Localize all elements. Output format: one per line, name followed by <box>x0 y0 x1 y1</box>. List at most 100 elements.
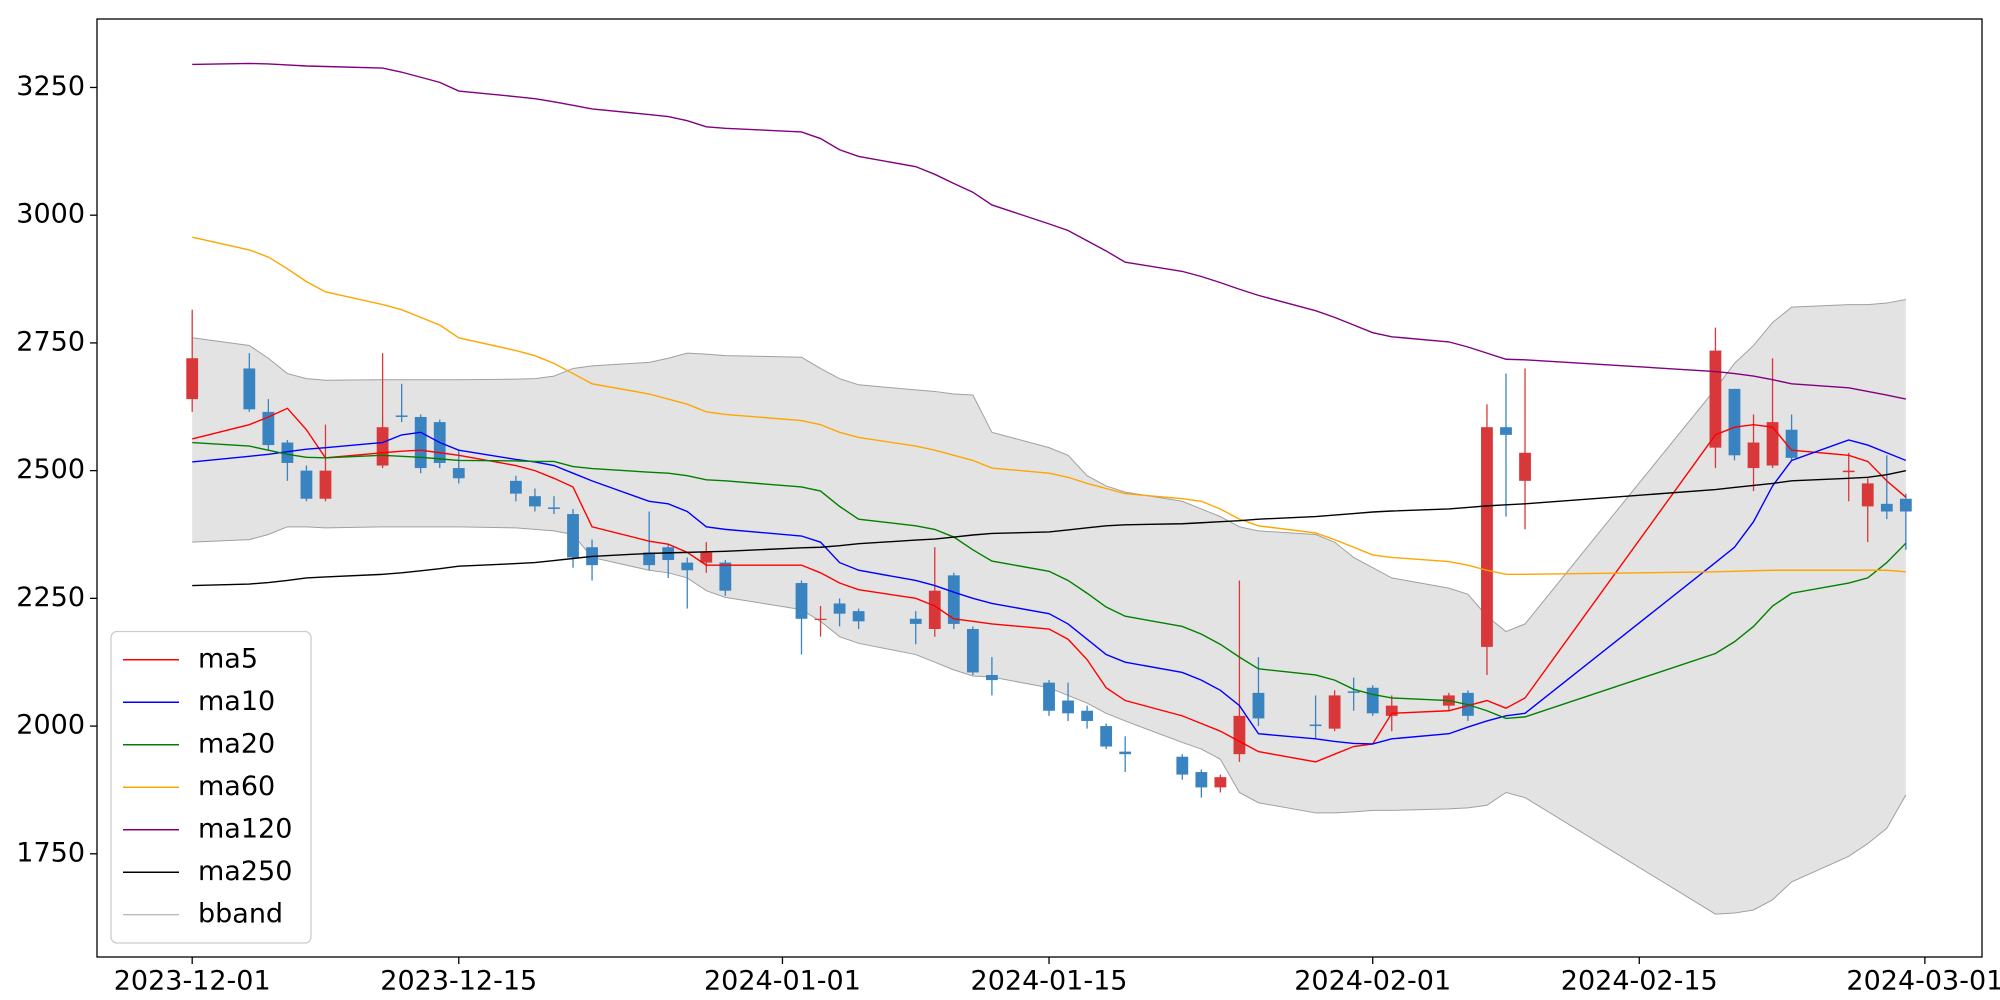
legend-label: ma120 <box>198 813 292 844</box>
candle <box>395 383 408 423</box>
legend-label: ma10 <box>198 686 275 717</box>
candle <box>300 465 313 502</box>
y-tick-label: 3250 <box>16 71 85 102</box>
candle-body <box>909 618 922 624</box>
candle-body <box>567 514 579 558</box>
candle-body <box>1861 483 1874 507</box>
candle <box>1709 327 1722 469</box>
candle-body <box>1366 687 1379 714</box>
y-tick-label: 3000 <box>16 199 85 230</box>
legend: ma5 ma10 ma20 ma60 ma120 ma250 bband <box>110 630 312 944</box>
candle-body <box>300 470 313 499</box>
plot-frame <box>96 18 1983 958</box>
candle <box>966 626 979 675</box>
candle <box>795 580 808 655</box>
legend-label: ma60 <box>198 771 275 802</box>
candle-body <box>1899 498 1912 512</box>
ma-line <box>192 407 1907 763</box>
candle <box>1366 685 1379 716</box>
candle <box>414 414 427 474</box>
candle <box>1328 690 1341 732</box>
bband-upper <box>192 298 1906 633</box>
candle-body <box>414 416 427 469</box>
y-tick-label: 2000 <box>16 710 85 741</box>
x-tick-label: 2024-01-15 <box>971 966 1128 997</box>
candle-body <box>928 590 941 630</box>
candle <box>548 496 560 515</box>
candle-body <box>1043 682 1055 711</box>
candle <box>681 557 694 609</box>
bband-fill <box>192 299 1906 915</box>
x-tick-label: 2023-12-15 <box>380 966 537 997</box>
candle <box>719 560 732 596</box>
legend-label: ma250 <box>198 856 292 887</box>
x-tick-label: 2024-03-01 <box>1846 966 2000 997</box>
candle <box>1500 373 1512 517</box>
candle <box>1195 769 1208 798</box>
candle <box>1100 723 1113 750</box>
candle <box>1766 358 1779 469</box>
candle-body <box>852 611 865 622</box>
candle <box>376 353 389 469</box>
candle-body <box>1119 751 1132 755</box>
candle-body <box>1062 700 1074 714</box>
candle-body <box>243 368 256 410</box>
candle-body <box>281 442 294 463</box>
candle-body <box>1842 470 1855 473</box>
candle <box>1309 695 1322 739</box>
candle-body <box>1728 388 1741 456</box>
legend-box <box>110 630 312 944</box>
candle <box>1347 677 1360 711</box>
candle-body <box>319 470 332 499</box>
candle-body <box>643 552 656 566</box>
candle <box>928 547 941 637</box>
candle-body <box>1385 705 1398 716</box>
candle <box>852 608 865 630</box>
candle-body <box>1785 429 1798 458</box>
y-tick-label: 1750 <box>16 837 85 868</box>
candle <box>662 544 675 578</box>
candle-body <box>719 562 732 591</box>
legend-label: bband <box>198 898 283 929</box>
candle-body <box>833 603 846 614</box>
candle <box>509 475 522 502</box>
candle-body <box>1709 350 1722 448</box>
candle <box>1176 754 1189 780</box>
x-tick-label: 2024-02-15 <box>1561 966 1718 997</box>
candle <box>243 353 256 412</box>
legend-label: ma5 <box>198 643 258 674</box>
candle-body <box>681 562 694 571</box>
legend-label: ma20 <box>198 728 275 759</box>
candle-body <box>1766 422 1779 466</box>
candle-body <box>1328 695 1341 729</box>
candle-body <box>1214 777 1227 788</box>
candle <box>1062 682 1074 721</box>
candle <box>186 309 199 412</box>
candle-body <box>1519 452 1531 481</box>
candle <box>1747 414 1760 492</box>
candle <box>1785 414 1798 461</box>
y-tick-label: 2250 <box>16 582 85 613</box>
candle <box>1519 368 1531 530</box>
candle-body <box>1347 691 1360 693</box>
candle-body <box>1195 772 1208 788</box>
candle-body <box>985 674 998 681</box>
candle <box>262 399 275 451</box>
candle <box>700 542 713 573</box>
ma-line <box>192 431 1907 745</box>
candle <box>1081 705 1094 729</box>
candle-body <box>1100 726 1113 747</box>
candle-body <box>186 358 199 400</box>
x-tick-label: 2024-02-01 <box>1294 966 1451 997</box>
candle-body <box>966 629 979 673</box>
candle-body <box>1500 427 1512 435</box>
candle <box>1880 455 1893 520</box>
candle-body <box>376 427 389 466</box>
ma-line <box>192 441 1907 720</box>
ma-line <box>192 469 1906 587</box>
candle-body <box>509 480 522 494</box>
candle <box>1214 774 1227 793</box>
candle-body <box>814 618 827 620</box>
